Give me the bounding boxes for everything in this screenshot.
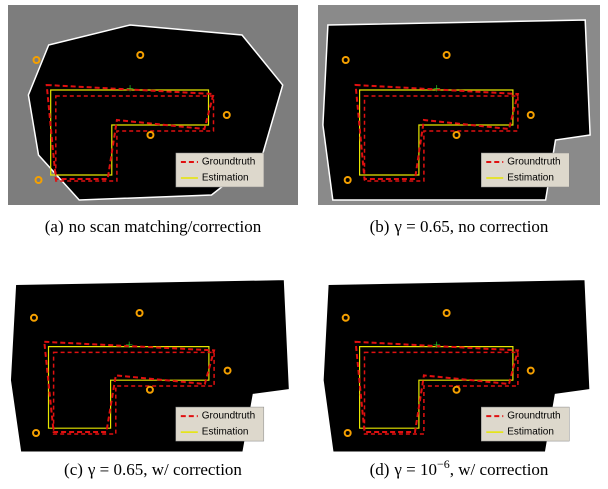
start-marker: +	[125, 338, 133, 353]
legend-label: Groundtruth	[507, 411, 560, 422]
legend-label: Estimation	[507, 173, 554, 184]
caption-label: (a)	[45, 217, 64, 236]
start-marker: +	[126, 82, 134, 97]
map-panel: + Groundtruth Estimation	[318, 5, 600, 205]
legend-label: Estimation	[507, 427, 554, 438]
map-panel: + Groundtruth Estimation	[8, 5, 298, 205]
start-marker: +	[433, 338, 441, 353]
start-marker: +	[433, 82, 441, 97]
legend-label: Groundtruth	[202, 157, 255, 168]
caption-text: γ = 10	[393, 460, 437, 479]
caption-label: (b)	[370, 217, 390, 236]
legend-label: Estimation	[202, 427, 249, 438]
caption: (d)γ = 10−6, w/ correction	[370, 457, 549, 479]
caption: (c)γ = 0.65, w/ correction	[64, 460, 242, 479]
caption-rest: , w/ correction	[450, 460, 549, 479]
caption: (a) no scan matching/correction	[45, 217, 262, 236]
caption-text: no scan matching/correction	[69, 217, 262, 236]
caption: (b)γ = 0.65, no correction	[370, 217, 549, 236]
legend-label: Groundtruth	[507, 157, 560, 168]
legend-label: Estimation	[202, 173, 249, 184]
caption-text: γ = 0.65, w/ correction	[87, 460, 243, 479]
map-panel: + Groundtruth Estimation	[5, 265, 300, 457]
caption-label: (c)	[64, 460, 83, 479]
caption-superscript: −6	[437, 457, 450, 471]
map-panel: + Groundtruth Estimation	[318, 265, 600, 457]
caption-text: γ = 0.65, no correction	[393, 217, 549, 236]
legend-label: Groundtruth	[202, 411, 255, 422]
caption-label: (d)	[370, 460, 390, 479]
figure: + Groundtruth Estimation (a) no scan matchin…	[0, 0, 608, 489]
